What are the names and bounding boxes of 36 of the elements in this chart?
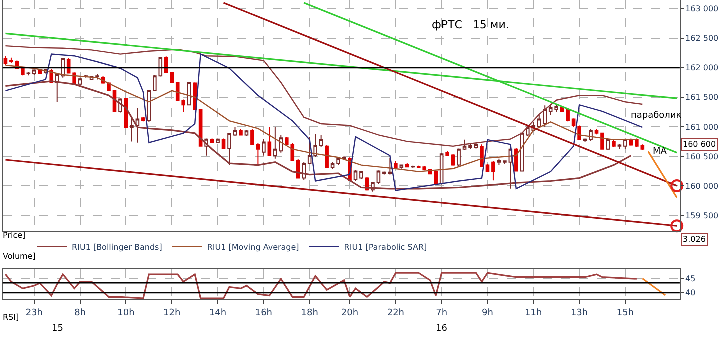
legend-label: RIU1 [Parabolic SAR] bbox=[344, 243, 428, 252]
legend-label: RIU1 [Bollinger Bands] bbox=[72, 243, 162, 252]
y-tick-label: 40 bbox=[686, 288, 696, 298]
x-tick-label: 15h bbox=[616, 308, 634, 318]
x-tick-label: 10h bbox=[118, 308, 135, 318]
annotation: МА bbox=[653, 147, 668, 157]
legend-label: RIU1 [Moving Average] bbox=[207, 243, 300, 252]
x-tick-label: 20h bbox=[341, 308, 359, 318]
text: Volume] bbox=[3, 252, 36, 261]
x-tick-label: 13h bbox=[570, 308, 588, 318]
text: 16 bbox=[436, 324, 448, 334]
x-tick-label: 23h bbox=[26, 308, 43, 318]
y-tick-label: 45 bbox=[686, 274, 696, 284]
x-tick-label: 16h bbox=[255, 308, 273, 318]
annotation: Price] bbox=[3, 231, 26, 240]
x-tick-label: 7h bbox=[436, 308, 448, 318]
x-tick-label: 18h bbox=[301, 308, 318, 318]
y-tick-label: 162 000 bbox=[686, 64, 719, 73]
y-tick-label: 161 500 bbox=[686, 93, 719, 102]
x-tick-label: 22h bbox=[387, 308, 404, 318]
x-tick-label: 8h bbox=[74, 308, 86, 318]
y-tick-label: 161 000 bbox=[686, 122, 719, 132]
x-tick-label: 11h bbox=[525, 308, 542, 318]
y-tick-label: 159 500 bbox=[686, 211, 719, 220]
text: RSI] bbox=[3, 313, 20, 322]
x-tick-label: 9h bbox=[482, 308, 494, 318]
text: 15 bbox=[52, 324, 64, 334]
text: 3.026 bbox=[683, 235, 706, 244]
y-tick-label: 160 000 bbox=[686, 182, 719, 191]
y-tick-label: 162 500 bbox=[686, 34, 719, 44]
x-tick-label: 12h bbox=[164, 308, 181, 318]
text: 160 600 bbox=[683, 140, 716, 149]
x-tick-label: 14h bbox=[209, 308, 227, 318]
y-tick-label: 160 500 bbox=[686, 152, 719, 162]
text: фРТС 15 ми. bbox=[432, 18, 510, 32]
y-tick-label: 163 000 bbox=[686, 4, 719, 14]
